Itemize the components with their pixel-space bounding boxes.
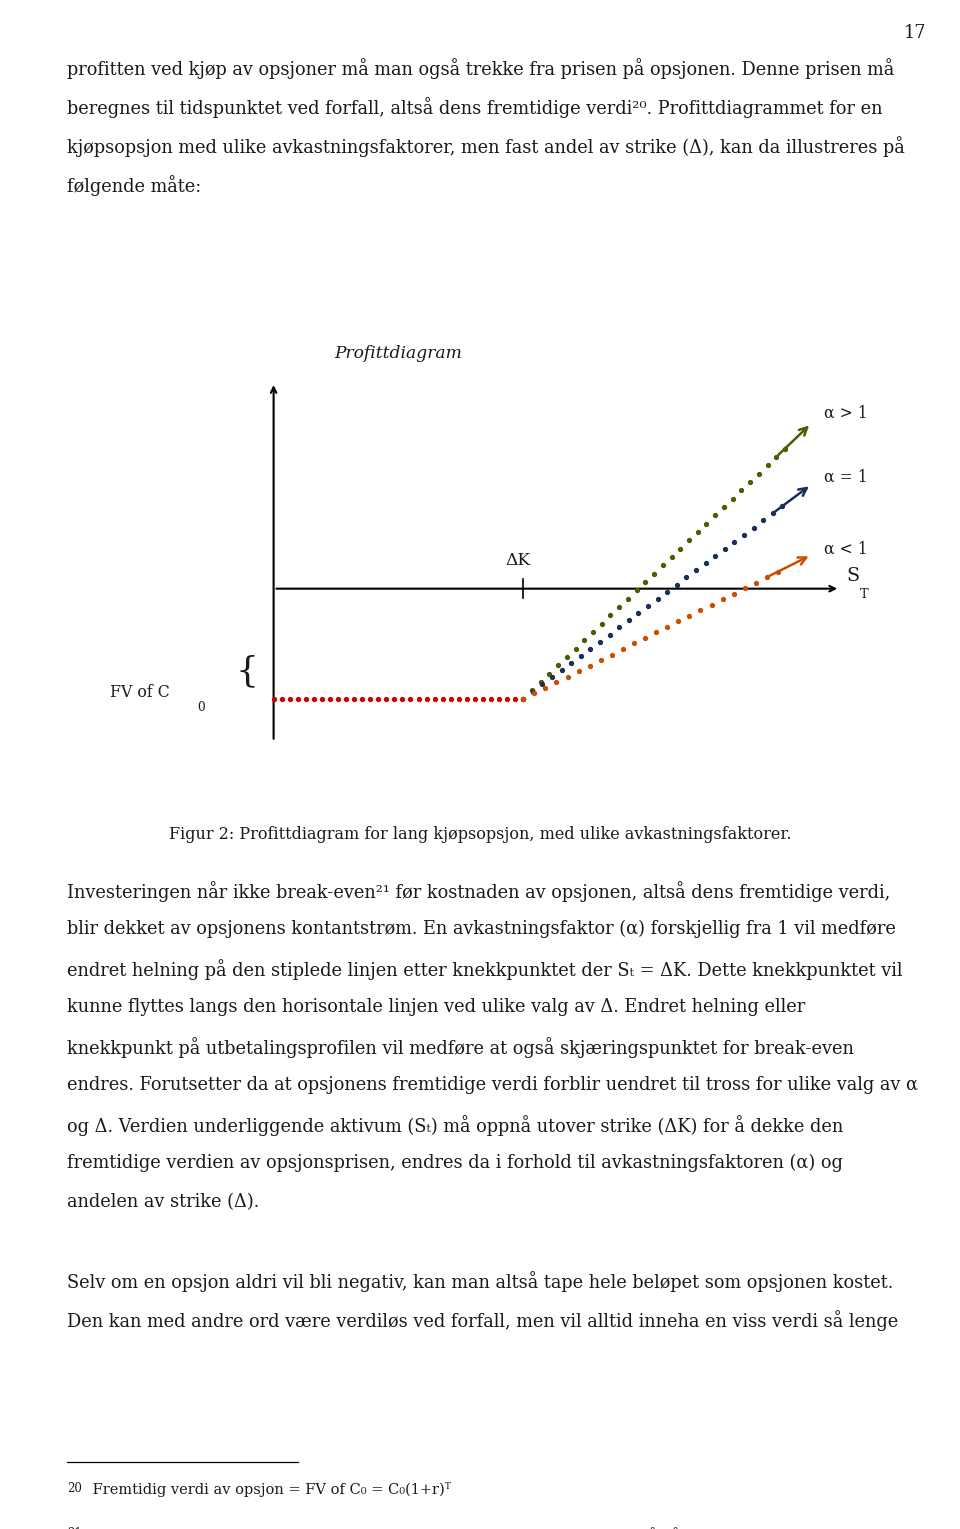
Text: følgende måte:: følgende måte: [67, 174, 202, 196]
Text: {: { [235, 654, 258, 688]
Text: fremtidige verdien av opsjonsprisen, endres da i forhold til avkastningsfaktoren: fremtidige verdien av opsjonsprisen, end… [67, 1154, 843, 1171]
Text: Figur 2: Profittdiagram for lang kjøpsopsjon, med ulike avkastningsfaktorer.: Figur 2: Profittdiagram for lang kjøpsop… [169, 826, 791, 842]
Text: ΔK: ΔK [506, 552, 531, 569]
Text: endres. Forutsetter da at opsjonens fremtidige verdi forblir uendret til tross f: endres. Forutsetter da at opsjonens frem… [67, 1076, 918, 1093]
Text: T: T [860, 589, 869, 601]
Text: kjøpsopsjon med ulike avkastningsfaktorer, men fast andel av strike (Δ), kan da : kjøpsopsjon med ulike avkastningsfaktore… [67, 136, 905, 157]
Text: Fremtidig verdi av opsjon = FV of C₀ = C₀(1+r)ᵀ: Fremtidig verdi av opsjon = FV of C₀ = C… [88, 1482, 451, 1497]
Text: 20: 20 [67, 1482, 82, 1495]
Text: α > 1: α > 1 [824, 404, 868, 422]
Text: endret helning på den stiplede linjen etter knekkpunktet der Sₜ = ΔK. Dette knek: endret helning på den stiplede linjen et… [67, 959, 902, 980]
Text: 0: 0 [197, 702, 204, 714]
Text: profitten ved kjøp av opsjoner må man også trekke fra prisen på opsjonen. Denne : profitten ved kjøp av opsjoner må man og… [67, 58, 895, 80]
Text: Den kan med andre ord være verdiløs ved forfall, men vil alltid inneha en viss v: Den kan med andre ord være verdiløs ved … [67, 1310, 899, 1332]
Text: og Δ. Verdien underliggende aktivum (Sₜ) må oppnå utover strike (ΔK) for å dekke: og Δ. Verdien underliggende aktivum (Sₜ)… [67, 1115, 844, 1136]
Text: Selv om en opsjon aldri vil bli negativ, kan man altså tape hele beløpet som ops: Selv om en opsjon aldri vil bli negativ,… [67, 1272, 894, 1292]
Text: Investeringen når ikke break-even²¹ før kostnaden av opsjonen, altså dens fremti: Investeringen når ikke break-even²¹ før … [67, 881, 891, 902]
Text: 21: 21 [67, 1526, 82, 1529]
Text: beregnes til tidspunktet ved forfall, altså dens fremtidige verdi²⁰. Profittdiag: beregnes til tidspunktet ved forfall, al… [67, 96, 882, 118]
Text: 17: 17 [904, 24, 926, 43]
Text: knekkpunkt på utbetalingsprofilen vil medføre at også skjæringspunktet for break: knekkpunkt på utbetalingsprofilen vil me… [67, 1037, 854, 1058]
Text: S: S [847, 567, 860, 586]
Text: FV of C: FV of C [110, 683, 170, 702]
Text: Break-even er et uttrykk for at inntektene akkurat dekker kostnadene, altså når : Break-even er et uttrykk for at inntekte… [88, 1526, 912, 1529]
Text: α < 1: α < 1 [824, 540, 868, 558]
Text: Profittdiagram: Profittdiagram [334, 346, 463, 362]
Text: α = 1: α = 1 [824, 468, 868, 486]
Text: andelen av strike (Δ).: andelen av strike (Δ). [67, 1193, 259, 1211]
Text: blir dekket av opsjonens kontantstrøm. En avkastningsfaktor (α) forskjellig fra : blir dekket av opsjonens kontantstrøm. E… [67, 920, 896, 937]
Text: kunne flyttes langs den horisontale linjen ved ulike valg av Δ. Endret helning e: kunne flyttes langs den horisontale linj… [67, 998, 805, 1015]
